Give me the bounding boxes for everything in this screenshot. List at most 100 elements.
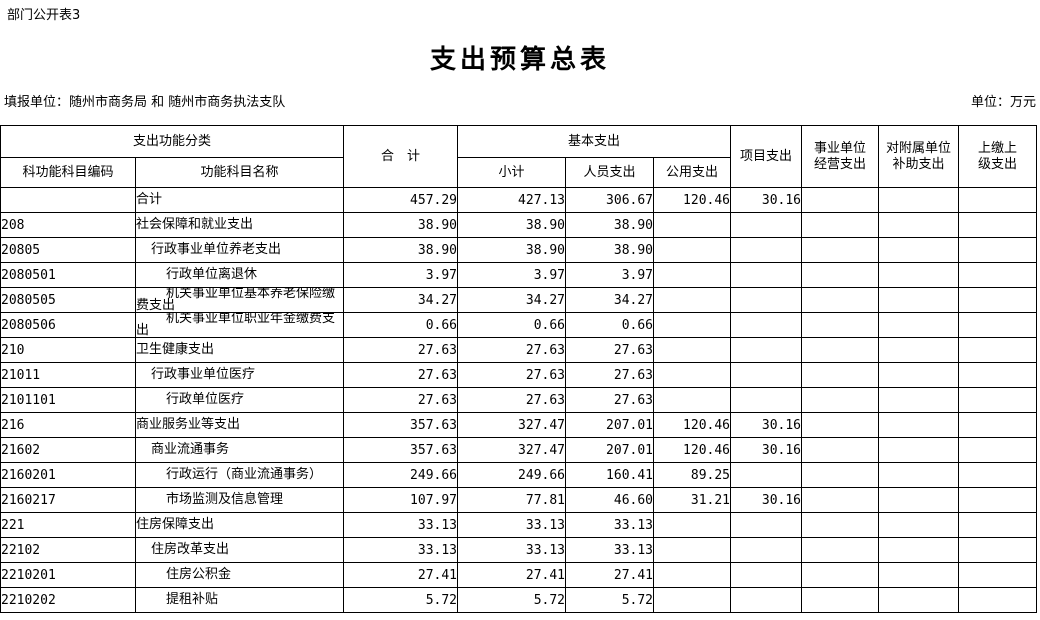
- function-code-cell: 2210201: [0, 562, 136, 588]
- business-operation-cell: [801, 487, 880, 513]
- personnel-cell: 27.63: [565, 362, 655, 388]
- table-row: 20805 行政事业单位养老支出 38.90 38.90 38.90: [0, 237, 1038, 263]
- header-total: 合 计: [343, 125, 459, 188]
- function-name-cell: 行政运行（商业流通事务）: [134, 462, 345, 488]
- table-row: 2160217 市场监测及信息管理 107.97 77.81 46.60 31.…: [0, 487, 1038, 513]
- personnel-cell: 207.01: [565, 437, 655, 463]
- upper-remit-cell: [958, 437, 1038, 463]
- basic-subtotal-cell: 38.90: [457, 237, 567, 263]
- public-cell: [653, 537, 732, 563]
- basic-subtotal-cell: 38.90: [457, 212, 567, 238]
- function-code-cell: 22102: [0, 537, 136, 563]
- basic-subtotal-cell: 327.47: [457, 412, 567, 438]
- function-name-cell: 合计: [134, 187, 345, 213]
- basic-subtotal-cell: 27.63: [457, 362, 567, 388]
- function-code-cell: 208: [0, 212, 136, 238]
- project-cell: [730, 537, 803, 563]
- business-operation-cell: [801, 562, 880, 588]
- function-name-cell: 社会保障和就业支出: [134, 212, 345, 238]
- total-cell: 5.72: [343, 587, 459, 613]
- business-operation-cell: [801, 237, 880, 263]
- table-row: 2210201 住房公积金 27.41 27.41 27.41: [0, 562, 1038, 588]
- business-operation-cell: [801, 337, 880, 363]
- basic-subtotal-cell: 5.72: [457, 587, 567, 613]
- budget-table-body: 合计 457.29 427.13 306.67 120.46 30.16 208…: [0, 187, 1038, 613]
- table-row: 221 住房保障支出 33.13 33.13 33.13: [0, 512, 1038, 538]
- business-operation-cell: [801, 387, 880, 413]
- header-row-2: 科功能科目编码 功能科目名称 小计 人员支出 公用支出: [0, 157, 1037, 188]
- table-row: 2080501 行政单位离退休 3.97 3.97 3.97: [0, 262, 1038, 288]
- personnel-cell: 33.13: [565, 537, 655, 563]
- project-cell: 30.16: [730, 437, 803, 463]
- project-cell: [730, 287, 803, 313]
- upper-remit-cell: [958, 187, 1038, 213]
- personnel-cell: 38.90: [565, 212, 655, 238]
- upper-remit-cell: [958, 212, 1038, 238]
- upper-remit-cell: [958, 462, 1038, 488]
- upper-remit-cell: [958, 312, 1038, 338]
- business-operation-cell: [801, 287, 880, 313]
- total-cell: 27.63: [343, 337, 459, 363]
- personnel-cell: 306.67: [565, 187, 655, 213]
- function-code-cell: 2080506: [0, 312, 136, 338]
- basic-subtotal-cell: 27.41: [457, 562, 567, 588]
- table-row: 21602 商业流通事务 357.63 327.47 207.01 120.46…: [0, 437, 1038, 463]
- upper-remit-cell: [958, 487, 1038, 513]
- basic-subtotal-cell: 34.27: [457, 287, 567, 313]
- public-cell: 120.46: [653, 412, 732, 438]
- function-code-cell: [0, 187, 136, 213]
- total-cell: 249.66: [343, 462, 459, 488]
- affiliate-subsidy-cell: [878, 337, 960, 363]
- project-cell: [730, 312, 803, 338]
- table-row: 21011 行政事业单位医疗 27.63 27.63 27.63: [0, 362, 1038, 388]
- table-row: 208 社会保障和就业支出 38.90 38.90 38.90: [0, 212, 1038, 238]
- public-cell: [653, 262, 732, 288]
- function-code-cell: 2080505: [0, 287, 136, 313]
- public-cell: [653, 562, 732, 588]
- personnel-cell: 0.66: [565, 312, 655, 338]
- header-subtotal: 小计: [457, 157, 567, 188]
- public-cell: [653, 312, 732, 338]
- total-cell: 27.63: [343, 362, 459, 388]
- budget-table-head: 支出功能分类 合 计 基本支出 项目支出 事业单位 经营支出 对附属单位 补助支…: [0, 125, 1038, 188]
- public-cell: [653, 362, 732, 388]
- total-cell: 27.63: [343, 387, 459, 413]
- upper-remit-cell: [958, 262, 1038, 288]
- header-function-name: 功能科目名称: [134, 157, 345, 188]
- personnel-cell: 3.97: [565, 262, 655, 288]
- personnel-cell: 46.60: [565, 487, 655, 513]
- function-name-cell: 市场监测及信息管理: [134, 487, 345, 513]
- affiliate-subsidy-cell: [878, 262, 960, 288]
- affiliate-subsidy-cell: [878, 212, 960, 238]
- business-operation-cell: [801, 512, 880, 538]
- function-code-cell: 2101101: [0, 387, 136, 413]
- header-function-code: 科功能科目编码: [0, 157, 136, 188]
- affiliate-subsidy-cell: [878, 587, 960, 613]
- function-name-cell: 行政事业单位医疗: [134, 362, 345, 388]
- business-operation-cell: [801, 587, 880, 613]
- function-code-cell: 2160201: [0, 462, 136, 488]
- table-row: 2101101 行政单位医疗 27.63 27.63 27.63: [0, 387, 1038, 413]
- function-name-cell: 提租补贴: [134, 587, 345, 613]
- expenditure-budget-table: 支出功能分类 合 计 基本支出 项目支出 事业单位 经营支出 对附属单位 补助支…: [0, 125, 1038, 613]
- function-name-cell: 行政单位医疗: [134, 387, 345, 413]
- affiliate-subsidy-cell: [878, 387, 960, 413]
- affiliate-subsidy-cell: [878, 287, 960, 313]
- total-cell: 33.13: [343, 512, 459, 538]
- upper-remit-cell: [958, 587, 1038, 613]
- public-cell: [653, 587, 732, 613]
- business-operation-cell: [801, 187, 880, 213]
- project-cell: 30.16: [730, 487, 803, 513]
- project-cell: [730, 262, 803, 288]
- basic-subtotal-cell: 0.66: [457, 312, 567, 338]
- affiliate-subsidy-cell: [878, 412, 960, 438]
- total-cell: 457.29: [343, 187, 459, 213]
- total-cell: 33.13: [343, 537, 459, 563]
- basic-subtotal-cell: 27.63: [457, 387, 567, 413]
- project-cell: [730, 512, 803, 538]
- total-cell: 107.97: [343, 487, 459, 513]
- table-row: 2160201 行政运行（商业流通事务） 249.66 249.66 160.4…: [0, 462, 1038, 488]
- function-code-cell: 2210202: [0, 587, 136, 613]
- header-function-class: 支出功能分类: [0, 125, 345, 158]
- personnel-cell: 160.41: [565, 462, 655, 488]
